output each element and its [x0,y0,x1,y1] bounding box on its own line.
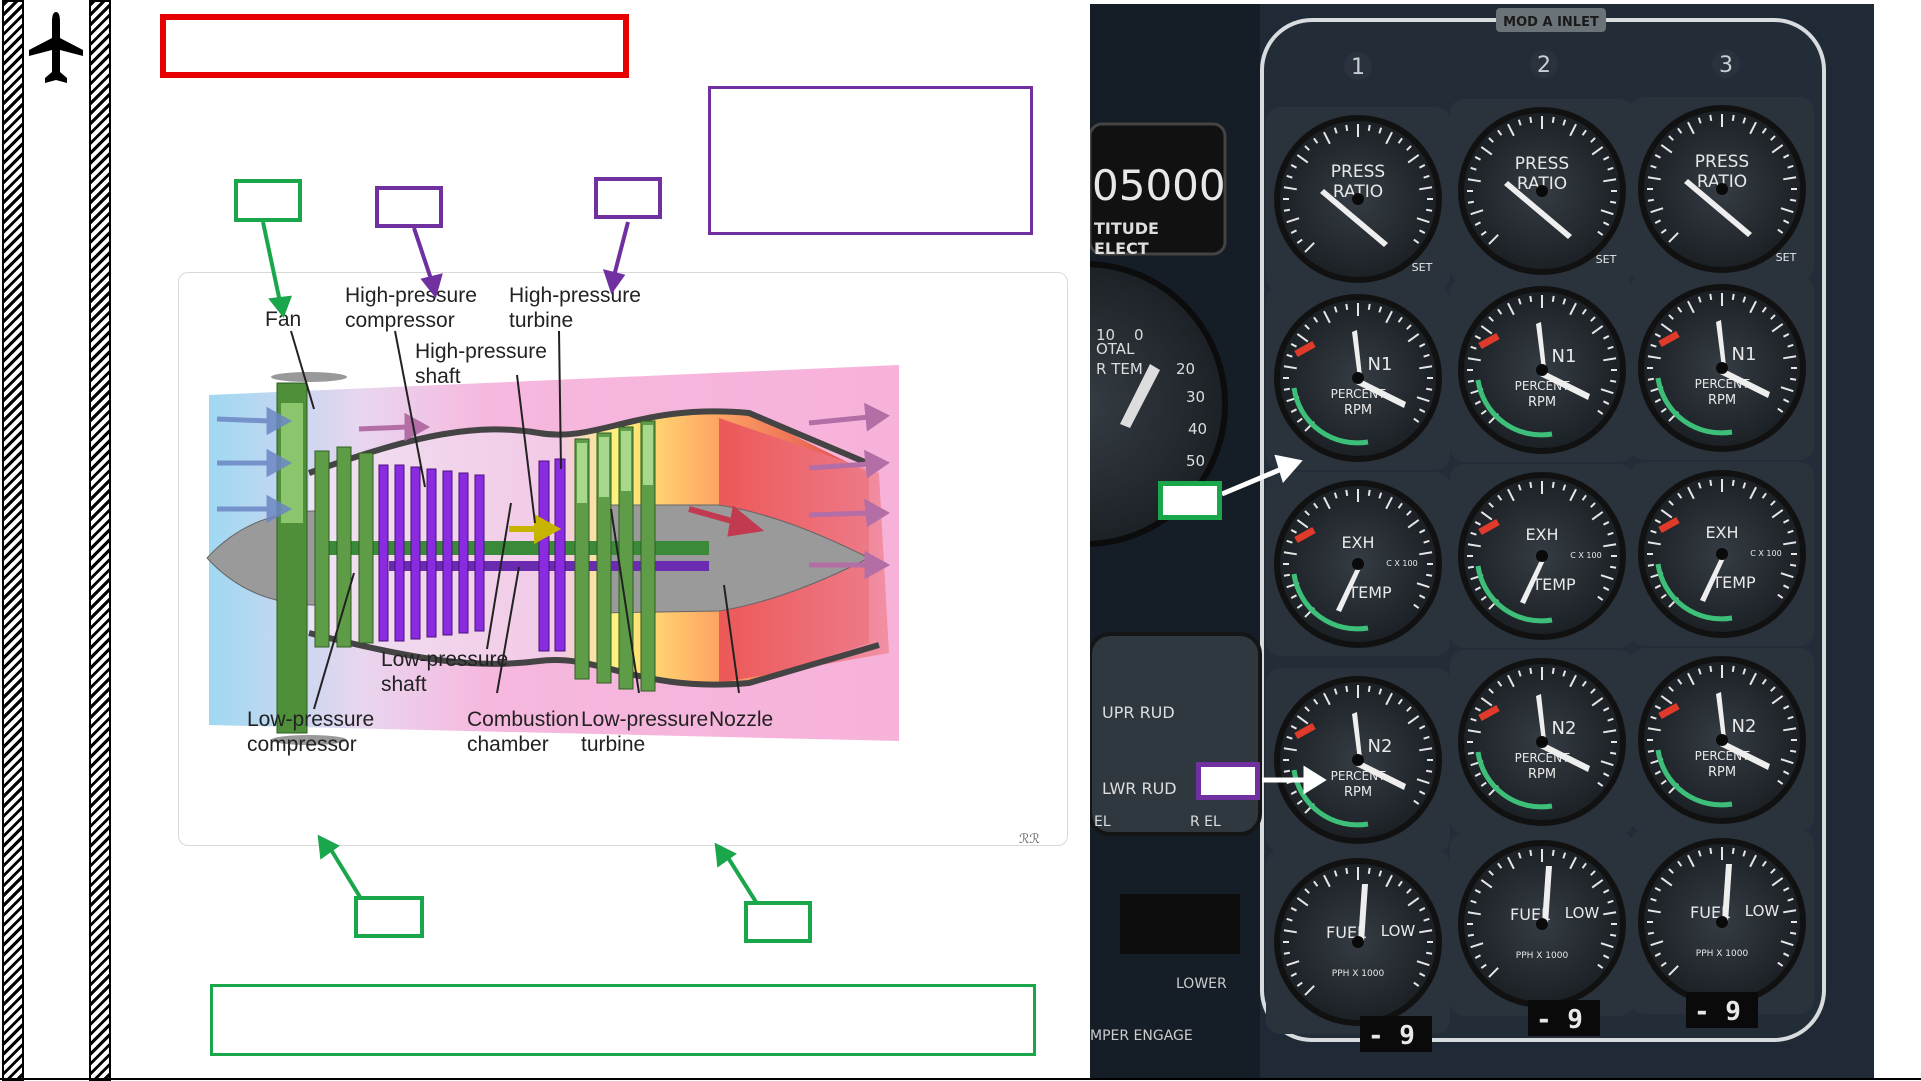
engine-number-3: 3 [1719,53,1733,78]
press-ratio-subtitle: RATIO [1333,182,1383,202]
bottom-rule [0,1078,1921,1080]
rudder-el-left: EL [1094,814,1111,830]
engine-tag-1: - 9 [1368,1021,1415,1051]
left-gauge-tick: 10 [1096,326,1115,344]
fuel-scale-label: PPH X 1000 [1332,969,1385,979]
label-fan: Fan [265,308,302,331]
n1-rpm-label: RPM [1708,393,1736,408]
altitude-label-2: ELECT [1094,239,1149,258]
fuel-scale-label: PPH X 1000 [1696,949,1749,959]
caption-box [210,984,1036,1056]
fan-label-box [234,179,302,222]
engine-tag-3: - 9 [1694,997,1741,1027]
fuel-low-label: LOW [1565,904,1600,922]
left-gauge-tick: 0 [1134,326,1144,344]
n1-title: N1 [1552,346,1577,367]
engine-instruments: MOD A INLET 1 2 3 05000 TITUDE ELECT OTA… [1090,4,1874,1080]
fuel-low-label: LOW [1745,902,1780,920]
n1-rpm-label: RPM [1344,403,1372,418]
lp-turbine-label-box [744,901,812,943]
artist-signature: ℛℛ [1019,832,1040,846]
press-ratio-title: PRESS [1331,162,1385,182]
label-hp-shaft: High-pressure shaft [415,340,547,388]
engine-tag-2: - 9 [1536,1005,1583,1035]
egt-title-2: TEMP [1531,575,1576,594]
left-gauge-ticks: 10 0 20 30 40 50 [1096,326,1207,470]
altitude-label-1: TITUDE [1094,219,1159,238]
press-ratio-title: PRESS [1515,154,1569,174]
cockpit-engine-panel: MOD A INLET 1 2 3 05000 TITUDE ELECT OTA… [1090,4,1874,1080]
egt-scale-label: C X 100 [1570,551,1601,560]
lp-compressor-label-box [354,896,424,938]
press-ratio-title: PRESS [1695,152,1749,172]
egt-title-2: TEMP [1347,583,1392,602]
label-combustion-chamber: Combustion chamber [467,708,580,756]
altitude-readout: 05000 [1092,161,1226,210]
title-box [160,14,629,78]
egt-scale-label: C X 100 [1386,559,1417,568]
rudder-upper-label: UPR RUD [1102,703,1175,722]
hp-compressor-label-box [375,186,443,228]
rudder-lower-label: LWR RUD [1102,779,1177,798]
left-gauge-label-2: R TEM [1096,360,1143,378]
set-knob-label: SET [1776,251,1797,264]
rudder-el-right: R EL [1190,814,1221,830]
press-ratio-subtitle: RATIO [1697,172,1747,192]
fuel-scale-label: PPH X 1000 [1516,951,1569,961]
note-box [708,86,1033,235]
left-gauge-tick: 40 [1188,420,1207,438]
label-hp-turbine: High-pressure turbine [509,284,641,332]
egt-scale-label: C X 100 [1750,549,1781,558]
set-knob-label: SET [1412,261,1433,274]
n2-title: N2 [1552,718,1577,739]
label-lp-shaft: Low-pressure shaft [381,648,509,696]
n2-title: N2 [1732,716,1757,737]
turbofan-drawing: ℛℛ [206,330,1040,846]
n2-rpm-label: RPM [1708,765,1736,780]
n1-rpm-label: RPM [1528,395,1556,410]
label-nozzle: Nozzle [709,708,774,731]
n2-label-box [1196,762,1260,800]
turbofan-diagram: ℛℛ Fan High-pressure compressor High-pre… [178,272,1068,846]
n1-title: N1 [1368,354,1393,375]
n1-label-box [1158,481,1222,520]
egt-title-1: EXH [1705,523,1738,542]
airplane-icon [29,12,83,83]
left-gauge-tick: 50 [1186,452,1205,470]
n2-rpm-label: RPM [1344,785,1372,800]
right-rail-stripe [89,0,111,1081]
lower-switch-label: LOWER [1176,976,1227,992]
label-lp-compressor: Low-pressure compressor [247,708,375,756]
damper-label: MPER ENGAGE [1090,1028,1193,1044]
n2-title: N2 [1368,736,1393,757]
left-gauge-tick: 20 [1176,360,1195,378]
panel-label: MOD A INLET [1503,15,1599,30]
hp-turbine-label-box [594,177,662,219]
left-rail-stripe [2,0,24,1081]
egt-title-1: EXH [1341,533,1374,552]
label-hp-compressor: High-pressure compressor [345,284,477,332]
engine-number-2: 2 [1537,53,1551,78]
label-lp-turbine: Low-pressure turbine [581,708,709,756]
left-gauge-tick: 30 [1186,388,1205,406]
press-ratio-subtitle: RATIO [1517,174,1567,194]
egt-title-2: TEMP [1711,573,1756,592]
n1-title: N1 [1732,344,1757,365]
set-knob-label: SET [1596,253,1617,266]
egt-title-1: EXH [1525,525,1558,544]
engine-number-1: 1 [1351,55,1365,80]
fuel-low-label: LOW [1381,922,1416,940]
left-gauge-label-1: OTAL [1096,340,1135,358]
n2-rpm-label: RPM [1528,767,1556,782]
gauge-grid: PRESSRATIOSETPRESSRATIOSETPRESSRATIOSETN… [1266,97,1814,1034]
